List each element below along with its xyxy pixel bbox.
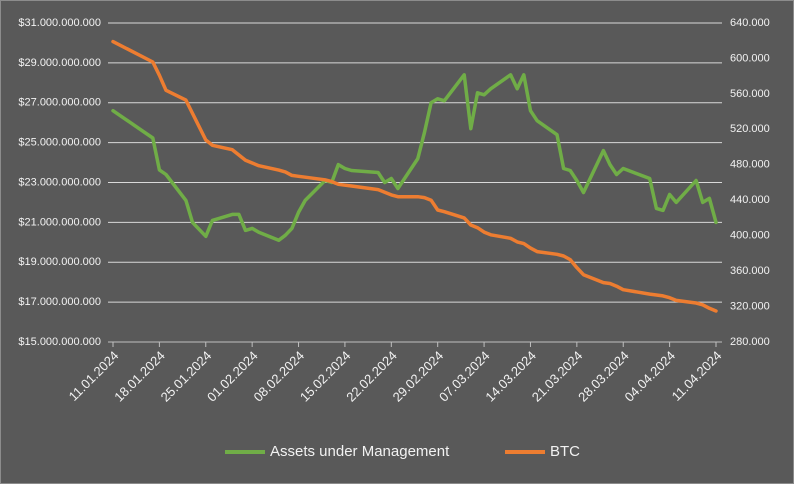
y2-tick-label: 280.000 — [730, 336, 770, 348]
y2-tick-label: 480.000 — [730, 159, 770, 171]
y2-tick-label: 640.000 — [730, 17, 770, 29]
series-line — [111, 73, 718, 243]
y-tick-label: $29.000.000.000 — [18, 57, 101, 69]
legend-label: BTC — [550, 443, 580, 460]
y2-tick-label: 560.000 — [730, 88, 770, 100]
y2-tick-label: 520.000 — [730, 123, 770, 135]
y-tick-label: $17.000.000.000 — [18, 296, 101, 308]
y-tick-label: $31.000.000.000 — [18, 17, 101, 29]
y-tick-label: $27.000.000.000 — [18, 97, 101, 109]
y-tick-label: $19.000.000.000 — [18, 256, 101, 268]
y2-tick-label: 440.000 — [730, 194, 770, 206]
y2-tick-label: 320.000 — [730, 300, 770, 312]
y2-tick-label: 360.000 — [730, 265, 770, 277]
y2-tick-label: 400.000 — [730, 230, 770, 242]
y2-tick-label: 600.000 — [730, 52, 770, 64]
y-tick-label: $23.000.000.000 — [18, 176, 101, 188]
series-line — [111, 39, 718, 313]
y-tick-label: $25.000.000.000 — [18, 137, 101, 149]
y-tick-label: $15.000.000.000 — [18, 336, 101, 348]
y-tick-label: $21.000.000.000 — [18, 216, 101, 228]
legend-label: Assets under Management — [270, 443, 450, 460]
